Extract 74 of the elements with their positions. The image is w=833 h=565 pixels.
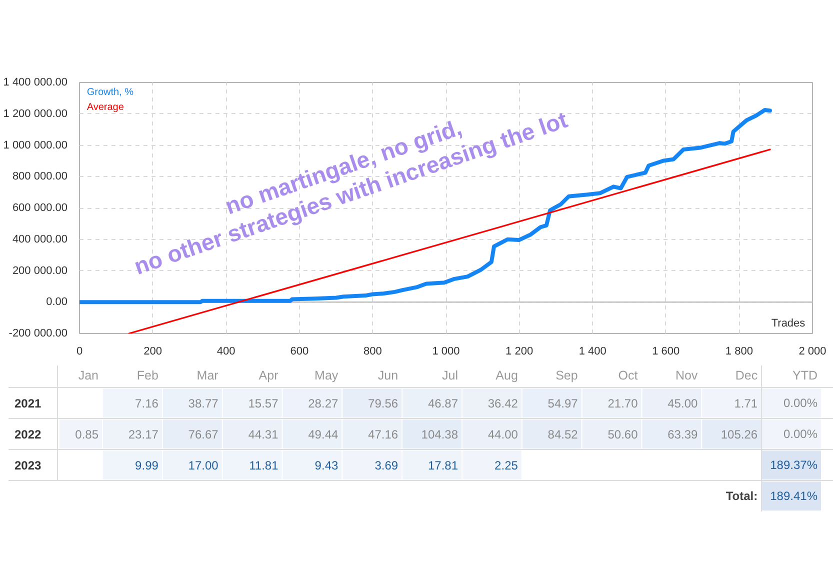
x-tick-label: Jul bbox=[442, 368, 458, 382]
x-tick-label: Mar bbox=[196, 368, 218, 382]
x-axis-title: Trades bbox=[771, 318, 806, 330]
data-label: 38.77 bbox=[188, 396, 219, 410]
x-tick-label: May bbox=[314, 368, 339, 382]
data-label: 7.16 bbox=[135, 396, 159, 410]
y-tick-label: 0.00 bbox=[46, 296, 68, 308]
y-tick-label: 1 400 000.00 bbox=[3, 76, 68, 88]
data-label: 104.38 bbox=[421, 428, 458, 442]
data-label: 0.00% bbox=[783, 396, 818, 410]
data-label: 2.25 bbox=[494, 458, 518, 472]
data-label: 44.00 bbox=[488, 428, 518, 442]
data-label: 84.52 bbox=[548, 428, 578, 442]
x-tick-label: Nov bbox=[675, 368, 698, 382]
y-tick-label: 1 000 000.00 bbox=[3, 139, 68, 152]
x-tick-label: Dec bbox=[735, 368, 758, 382]
x-tick-label: Aug bbox=[496, 368, 518, 382]
text: Total: bbox=[726, 489, 758, 503]
data-label: 11.81 bbox=[249, 458, 279, 472]
x-tick-label: Feb bbox=[136, 368, 158, 382]
data-label: 49.44 bbox=[308, 428, 338, 442]
data-label: 50.60 bbox=[608, 428, 638, 442]
x-tick-label: 1 200 bbox=[506, 346, 534, 358]
data-label: 17.00 bbox=[188, 458, 219, 472]
data-label: 36.42 bbox=[488, 396, 518, 410]
data-label: 79.56 bbox=[368, 396, 398, 410]
text: Growth, % bbox=[86, 87, 134, 98]
data-label: 9.99 bbox=[135, 458, 159, 472]
data-label: 105.26 bbox=[720, 428, 758, 442]
y-tick-label: 200 000.00 bbox=[12, 264, 68, 277]
data-label: 15.57 bbox=[248, 396, 279, 410]
x-tick-label: 1 000 bbox=[432, 346, 460, 358]
x-tick-label: Sep bbox=[556, 368, 578, 382]
y-tick-label: 400 000.00 bbox=[12, 233, 68, 246]
data-label: 17.81 bbox=[428, 458, 458, 472]
x-tick-label: 200 bbox=[144, 346, 162, 358]
data-label: 44.31 bbox=[248, 428, 279, 442]
x-tick-label: 400 bbox=[216, 346, 236, 358]
x-tick-label: 1 600 bbox=[652, 346, 680, 358]
data-label: 3.69 bbox=[374, 458, 398, 472]
y-tick-label: 600 000.00 bbox=[12, 202, 68, 214]
text: Average bbox=[86, 102, 124, 114]
y-tick-label: 800 000.00 bbox=[12, 170, 68, 183]
data-label: 63.39 bbox=[668, 428, 698, 442]
x-tick-label: 600 bbox=[290, 346, 309, 358]
x-tick-label: 1 400 bbox=[578, 346, 606, 358]
data-label: 54.97 bbox=[548, 396, 578, 410]
data-label: 1.71 bbox=[734, 396, 758, 410]
x-tick-label: 0 bbox=[76, 346, 83, 358]
x-tick-label: Oct bbox=[618, 368, 638, 382]
y-tick-label: 2023 bbox=[14, 458, 42, 472]
data-label: 189.37% bbox=[770, 458, 818, 472]
data-label: 0.00% bbox=[783, 427, 818, 441]
x-tick-label: 1 800 bbox=[725, 346, 753, 358]
data-label: 189.41% bbox=[770, 489, 818, 503]
x-tick-label: Jan bbox=[78, 368, 99, 382]
data-label: 28.27 bbox=[308, 396, 338, 410]
data-label: 47.16 bbox=[368, 428, 398, 442]
x-tick-label: YTD bbox=[792, 368, 818, 382]
x-tick-label: Apr bbox=[258, 368, 278, 382]
y-tick-label: 2022 bbox=[14, 428, 42, 442]
data-label: 23.17 bbox=[128, 428, 159, 442]
x-tick-label: 800 bbox=[364, 346, 382, 358]
y-tick-label: 2021 bbox=[14, 396, 42, 410]
data-label: 9.43 bbox=[314, 458, 338, 472]
data-label: 46.87 bbox=[428, 396, 458, 410]
data-label: 45.00 bbox=[668, 396, 698, 410]
data-label: 21.70 bbox=[608, 396, 638, 410]
data-label: 76.67 bbox=[188, 428, 219, 442]
y-tick-label: -200 000.00 bbox=[8, 328, 68, 340]
data-label: 0.85 bbox=[75, 428, 99, 442]
y-tick-label: 1 200 000.00 bbox=[3, 108, 68, 120]
x-tick-label: 2 000 bbox=[798, 346, 826, 358]
x-tick-label: Jun bbox=[378, 368, 398, 382]
